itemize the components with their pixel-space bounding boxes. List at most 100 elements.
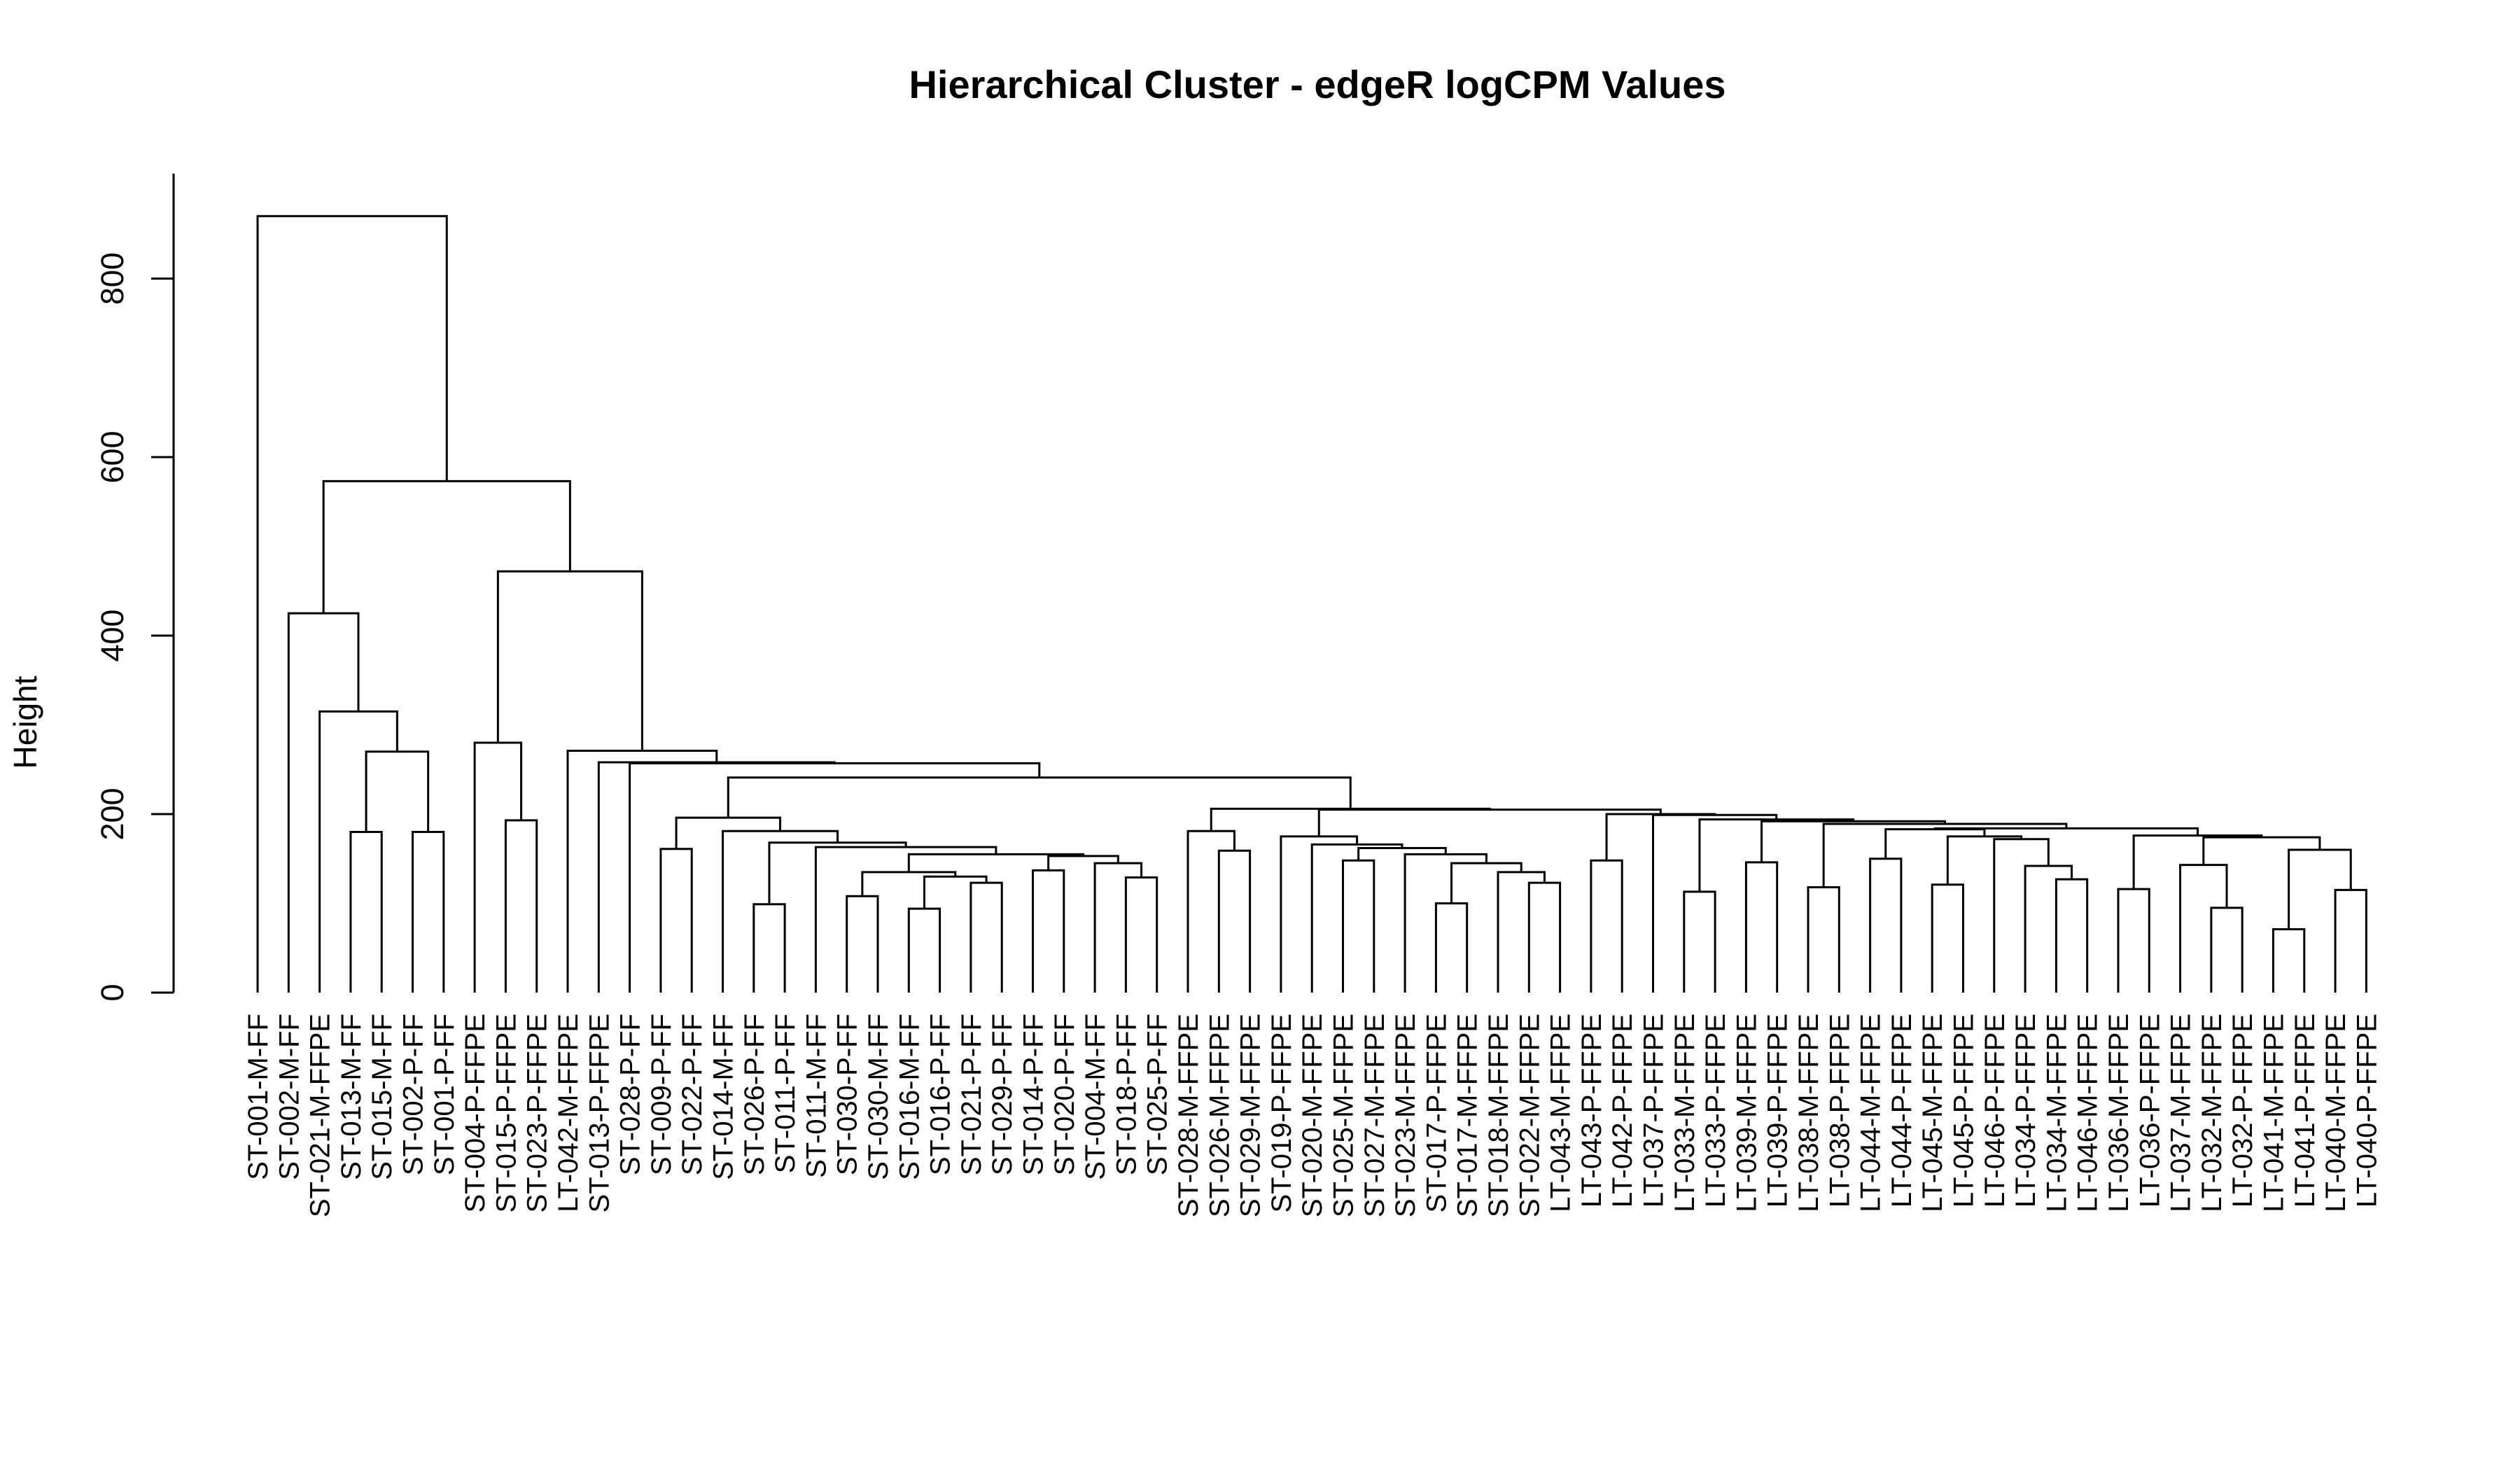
dendrogram-branch	[318, 710, 398, 993]
leaf-label: ST-029-M-FFPE	[1236, 1014, 1266, 1217]
leaf-label: LT-044-P-FFPE	[1886, 1014, 1917, 1208]
leaf-label: ST-028-M-FFPE	[1173, 1014, 1204, 1217]
dendrogram-branch	[1280, 835, 1359, 993]
leaf-label: ST-018-P-FF	[1111, 1014, 1142, 1175]
leaf-label: ST-019-P-FFPE	[1266, 1014, 1297, 1213]
leaf-label: LT-037-M-FFPE	[2166, 1014, 2197, 1212]
leaf-label: LT-045-P-FFPE	[1949, 1014, 1980, 1208]
leaf-label: ST-002-M-FF	[274, 1014, 304, 1180]
dendrogram-branch	[1450, 862, 1522, 904]
leaf-label: LT-033-P-FFPE	[1700, 1014, 1731, 1208]
leaf-label: ST-014-M-FF	[708, 1014, 739, 1180]
leaf-label: LT-041-P-FFPE	[2290, 1014, 2320, 1208]
leaf-label: LT-042-P-FFPE	[1607, 1014, 1638, 1208]
leaf-label: LT-039-M-FFPE	[1731, 1014, 1762, 1212]
dendrogram-branch	[768, 841, 907, 904]
dendrogram-branch	[256, 215, 448, 993]
dendrogram-branch	[629, 762, 1041, 993]
dendrogram-branch	[1869, 858, 1903, 993]
y-axis-label: Height	[7, 676, 43, 769]
dendrogram-branch	[365, 750, 430, 832]
dendrogram-branch	[923, 875, 988, 909]
dendrogram-branch	[1186, 830, 1236, 993]
leaf-label: ST-015-P-FFPE	[491, 1014, 522, 1213]
dendrogram-branch	[412, 831, 445, 993]
dendrogram-branch	[2132, 834, 2263, 890]
dendrogram-branch	[349, 831, 383, 993]
leaf-label: LT-040-P-FFPE	[2351, 1014, 2382, 1208]
dendrogram-branch	[1527, 881, 1562, 993]
dendrogram-branch	[2334, 888, 2367, 993]
y-tick-label: 400	[94, 609, 130, 662]
leaf-label: LT-038-M-FFPE	[1793, 1014, 1824, 1212]
y-tick-label: 600	[94, 430, 130, 483]
leaf-label: LT-044-M-FFPE	[1856, 1014, 1886, 1212]
leaf-label: ST-023-P-FFPE	[522, 1014, 553, 1213]
dendrogram-branch	[861, 871, 957, 897]
dendrogram-branch	[1357, 846, 1447, 861]
leaf-label: LT-034-P-FFPE	[2010, 1014, 2041, 1208]
dendrogram-branch	[1497, 871, 1546, 993]
dendrogram-branch	[473, 741, 523, 993]
dendrogram-branch	[1032, 869, 1065, 993]
leaf-label: ST-011-M-FF	[801, 1014, 832, 1178]
leaf-label: ST-025-M-FFPE	[1329, 1014, 1359, 1217]
dendrogram-branch	[1605, 813, 1716, 861]
leaf-label: ST-001-P-FF	[429, 1014, 460, 1175]
dendrogram-branch	[504, 819, 538, 993]
dendrogram-branch	[496, 570, 643, 751]
leaf-label: LT-039-P-FFPE	[1763, 1014, 1793, 1208]
dendrogram-branch	[1683, 890, 1716, 993]
y-tick-label: 800	[94, 252, 130, 304]
leaf-label: LT-045-M-FFPE	[1917, 1014, 1948, 1212]
dendrogram-branch	[1807, 886, 1840, 993]
dendrogram-branch	[2272, 927, 2306, 993]
leaf-label: LT-046-P-FFPE	[1980, 1014, 2010, 1208]
leaf-label: ST-027-M-FFPE	[1359, 1014, 1390, 1217]
dendrogram-branch	[1760, 820, 1947, 862]
leaf-label: ST-001-M-FF	[243, 1014, 274, 1180]
chart-title: Hierarchical Cluster - edgeR logCPM Valu…	[909, 62, 1726, 106]
leaf-label: ST-014-P-FF	[1018, 1014, 1049, 1175]
leaf-label: LT-046-M-FFPE	[2073, 1014, 2104, 1212]
leaf-label: LT-038-P-FFPE	[1824, 1014, 1855, 1208]
leaf-label: ST-017-P-FFPE	[1421, 1014, 1452, 1213]
dendrogram-branch	[1093, 862, 1143, 993]
dendrogram-branch	[2288, 848, 2352, 930]
dendrogram-branch	[846, 895, 879, 993]
dendrogram-branch	[1744, 861, 1779, 993]
dendrogram-branch	[566, 749, 718, 993]
leaf-label: LT-034-M-FFPE	[2041, 1014, 2072, 1212]
dendrogram-branch	[2054, 878, 2089, 993]
leaf-label: ST-004-P-FFPE	[460, 1014, 491, 1213]
dendrogram-branch	[1404, 853, 1488, 993]
dendrogram-branch	[1652, 813, 1778, 993]
dendrogram-branches	[256, 215, 2367, 993]
leaf-label: LT-043-M-FFPE	[1546, 1014, 1576, 1212]
leaf-label: ST-002-P-FF	[398, 1014, 429, 1175]
dendrogram-branch	[659, 848, 693, 993]
leaf-label: ST-013-P-FFPE	[584, 1014, 615, 1213]
dendrogram-branch	[2179, 864, 2228, 993]
leaf-label: ST-009-P-FF	[646, 1014, 677, 1175]
leaf-label: ST-016-P-FF	[925, 1014, 956, 1175]
dendrogram-branch	[1822, 822, 2068, 888]
y-tick-label: 0	[94, 983, 130, 1001]
leaf-label: LT-042-M-FFPE	[553, 1014, 584, 1212]
leaf-label: ST-030-P-FF	[832, 1014, 863, 1175]
dendrogram-branch	[597, 761, 836, 993]
leaf-label: ST-011-P-FF	[770, 1014, 801, 1173]
dendrogram-branch	[722, 830, 839, 993]
leaf-label: ST-028-P-FF	[615, 1014, 646, 1175]
dendrogram-branch	[1047, 855, 1119, 871]
leaf-label: ST-016-M-FF	[894, 1014, 925, 1180]
dendrogram-branch	[727, 776, 1352, 818]
dendrogram-branch	[2202, 836, 2321, 865]
leaf-label: ST-022-M-FFPE	[1514, 1014, 1545, 1217]
dendrogram-branch	[1946, 835, 2023, 885]
leaf-label: LT-032-M-FFPE	[2197, 1014, 2227, 1212]
leaf-label: ST-025-P-FF	[1142, 1014, 1173, 1175]
leaf-label: LT-040-M-FFPE	[2320, 1014, 2351, 1212]
leaf-label: LT-036-P-FFPE	[2134, 1014, 2165, 1208]
